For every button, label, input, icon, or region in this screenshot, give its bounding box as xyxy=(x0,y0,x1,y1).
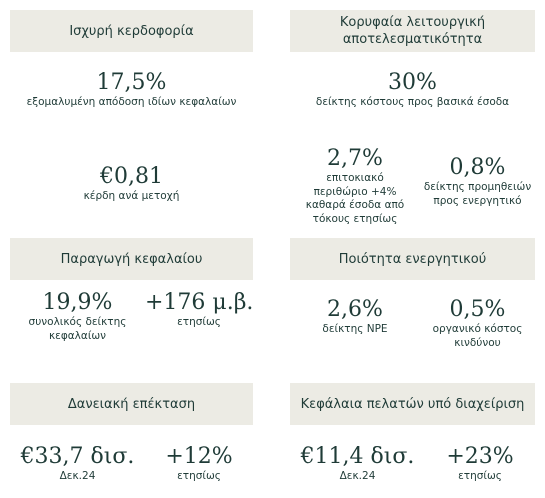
metric-cost-income-value: 30% xyxy=(388,70,437,95)
metric-total-capital-label: συνολικός δείκτης κεφαλαίων xyxy=(28,316,127,342)
metric-cost-of-risk: 0,5% οργανικό κόστος κινδύνου xyxy=(420,297,535,350)
header-lending-title: Δανειακή επέκταση xyxy=(67,396,196,412)
header-profitability-title: Ισχυρή κερδοφορία xyxy=(69,23,194,39)
metric-loans-growth: +12% ετησίως xyxy=(145,444,253,484)
header-efficiency-title: Κορυφαία λειτουργική αποτελεσματικότητα xyxy=(339,15,486,47)
header-efficiency: Κορυφαία λειτουργική αποτελεσματικότητα xyxy=(290,10,535,52)
metric-aum-label: Δεκ.24 xyxy=(339,470,376,482)
metric-capital-growth-label: ετησίως xyxy=(177,316,221,328)
metric-aum-growth: +23% ετησίως xyxy=(425,444,535,484)
header-aum: Κεφάλαια πελατών υπό διαχείριση xyxy=(290,383,535,425)
metric-cost-of-risk-value: 0,5% xyxy=(449,297,506,322)
metric-fees-label: δείκτης προμηθειών προς ενεργητικό xyxy=(423,181,532,207)
metric-eps-label: κέρδη ανά μετοχή xyxy=(83,190,180,202)
metric-total-capital: 19,9% συνολικός δείκτης κεφαλαίων xyxy=(10,290,145,343)
metric-roe-value: 17,5% xyxy=(96,70,167,95)
header-asset-quality-title: Ποιότητα ενεργητικού xyxy=(338,251,487,267)
metric-aum-growth-value: +23% xyxy=(446,444,514,469)
header-capital: Παραγωγή κεφαλαίου xyxy=(10,238,253,280)
metric-nim-label: επιτοκιακό περιθώριο +4% καθαρά έσοδα απ… xyxy=(305,172,405,225)
metric-aum: €11,4 δισ. Δεκ.24 xyxy=(290,444,425,484)
metric-eps: €0,81 κέρδη ανά μετοχή xyxy=(10,164,253,204)
metric-aum-value: €11,4 δισ. xyxy=(300,444,415,469)
metric-fees: 0,8% δείκτης προμηθειών προς ενεργητικό xyxy=(420,155,535,208)
header-lending: Δανειακή επέκταση xyxy=(10,383,253,425)
metric-nim-value: 2,7% xyxy=(327,146,383,171)
metric-npe: 2,6% δείκτης NPE xyxy=(290,297,420,337)
header-aum-title: Κεφάλαια πελατών υπό διαχείριση xyxy=(300,396,525,412)
metric-loans-growth-label: ετησίως xyxy=(177,470,221,482)
metric-cost-income: 30% δείκτης κόστους προς βασικά έσοδα xyxy=(290,70,535,110)
metric-npe-label: δείκτης NPE xyxy=(322,323,388,335)
metric-fees-value: 0,8% xyxy=(449,155,506,180)
metric-total-capital-value: 19,9% xyxy=(42,290,113,315)
metric-cost-income-label: δείκτης κόστους προς βασικά έσοδα xyxy=(315,96,510,108)
metric-loans: €33,7 δισ. Δεκ.24 xyxy=(10,444,145,484)
header-asset-quality: Ποιότητα ενεργητικού xyxy=(290,238,535,280)
metric-roe-label: εξομαλυμένη απόδοση ιδίων κεφαλαίων xyxy=(26,96,237,108)
metric-aum-growth-label: ετησίως xyxy=(458,470,502,482)
metric-loans-value: €33,7 δισ. xyxy=(20,444,135,469)
metric-eps-value: €0,81 xyxy=(100,164,163,189)
metric-loans-label: Δεκ.24 xyxy=(59,470,96,482)
metric-nim: 2,7% επιτοκιακό περιθώριο +4% καθαρά έσο… xyxy=(290,146,420,226)
metric-roe: 17,5% εξομαλυμένη απόδοση ιδίων κεφαλαίω… xyxy=(10,70,253,110)
metric-loans-growth-value: +12% xyxy=(165,444,233,469)
metric-capital-growth: +176 μ.β. ετησίως xyxy=(145,290,253,330)
metric-capital-growth-value: +176 μ.β. xyxy=(145,290,254,315)
header-capital-title: Παραγωγή κεφαλαίου xyxy=(60,251,203,267)
metric-npe-value: 2,6% xyxy=(327,297,383,322)
metric-cost-of-risk-label: οργανικό κόστος κινδύνου xyxy=(432,323,523,349)
header-profitability: Ισχυρή κερδοφορία xyxy=(10,10,253,52)
